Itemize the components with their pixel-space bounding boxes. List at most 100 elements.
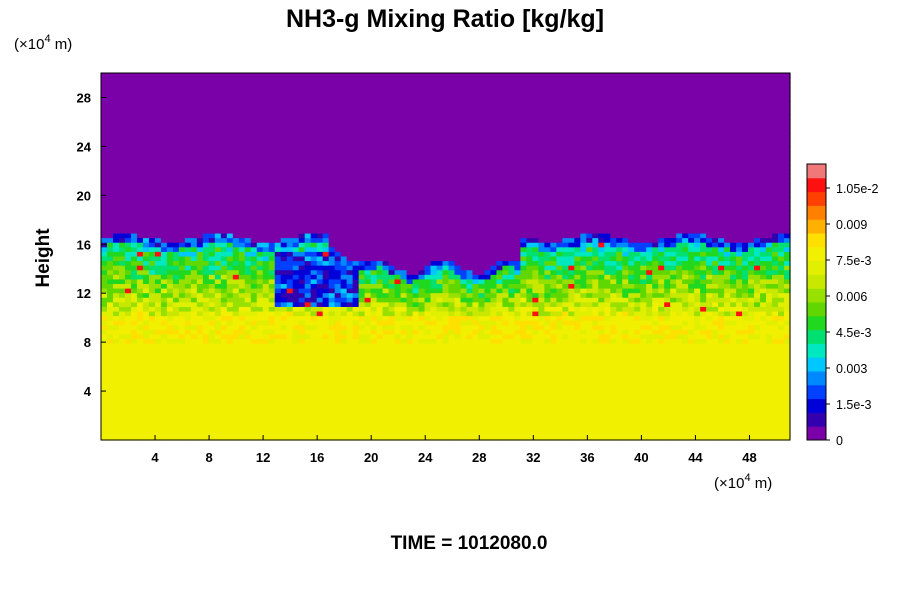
field-cell <box>538 187 545 193</box>
field-cell <box>394 150 402 157</box>
field-cell <box>460 150 468 157</box>
field-cell <box>268 187 276 193</box>
field-cell <box>406 215 414 221</box>
field-cell <box>250 210 258 216</box>
field-cell <box>628 265 635 271</box>
field-cell <box>766 137 773 143</box>
field-cell <box>706 132 713 138</box>
field-cell <box>724 206 731 212</box>
field-cell <box>364 77 372 83</box>
field-cell <box>448 233 456 239</box>
field-cell <box>586 215 593 221</box>
field-cell <box>598 109 605 115</box>
field-cell <box>220 210 228 216</box>
field-cell <box>352 206 360 212</box>
field-cell <box>616 105 623 111</box>
field-cell <box>460 242 468 248</box>
field-cell <box>400 206 408 212</box>
field-cell <box>388 73 396 79</box>
field-cell <box>658 114 665 120</box>
field-cell <box>442 233 450 239</box>
field-cell <box>352 187 360 193</box>
field-cell <box>142 192 150 198</box>
field-cell <box>172 82 180 88</box>
field-cell <box>652 215 659 221</box>
field-cell <box>706 265 713 271</box>
field-cell <box>670 77 677 83</box>
field-cell <box>358 123 366 129</box>
field-cell <box>748 228 755 235</box>
field-cell <box>394 173 402 180</box>
field-cell <box>226 265 234 271</box>
field-cell <box>382 137 390 143</box>
field-cell <box>298 155 306 161</box>
field-cell <box>724 201 731 207</box>
field-cell <box>460 173 468 180</box>
field-cell <box>418 215 426 221</box>
field-cell <box>124 95 132 102</box>
field-cell <box>442 141 450 147</box>
field-cell <box>712 196 719 203</box>
field-cell <box>748 95 755 102</box>
field-cell <box>364 192 372 198</box>
field-cell <box>160 114 168 120</box>
field-cell <box>646 173 653 180</box>
field-cell <box>310 137 318 143</box>
field-cell <box>718 100 725 106</box>
field-cell <box>766 196 773 203</box>
field-cell <box>520 196 527 203</box>
field-cell <box>730 91 737 97</box>
field-cell <box>160 169 168 175</box>
field-cell <box>298 132 306 138</box>
field-cell <box>412 91 420 97</box>
field-cell <box>322 141 330 147</box>
field-cell <box>436 169 444 175</box>
field-cell <box>688 215 695 221</box>
field-cell <box>166 86 174 92</box>
field-cell <box>634 95 641 102</box>
field-cell <box>220 137 228 143</box>
field-cell <box>640 109 647 115</box>
field-cell <box>370 251 378 258</box>
field-cell <box>436 233 444 239</box>
field-cell <box>616 118 623 125</box>
field-cell <box>760 187 767 193</box>
field-cell <box>604 100 611 106</box>
field-cell <box>214 86 222 92</box>
field-cell <box>640 206 647 212</box>
field-cell <box>154 164 162 170</box>
field-cell <box>478 95 486 102</box>
field-cell <box>250 233 258 239</box>
field-cell <box>736 118 743 125</box>
field-cell <box>634 242 641 248</box>
field-cell <box>448 196 456 203</box>
field-cell <box>706 187 713 193</box>
field-cell <box>400 192 408 198</box>
field-cell <box>394 238 402 244</box>
field-cell <box>256 187 264 193</box>
field-cell <box>370 95 378 102</box>
field-cell <box>124 270 132 276</box>
field-cell <box>460 86 468 92</box>
field-cell <box>382 201 390 207</box>
field-cell <box>538 215 545 221</box>
field-cell <box>682 82 689 88</box>
field-cell <box>772 73 779 79</box>
field-cell <box>574 192 581 198</box>
field-cell <box>760 196 767 203</box>
field-cell <box>490 114 498 120</box>
field-cell <box>124 210 132 216</box>
field-cell <box>544 150 551 157</box>
field-cell <box>208 169 216 175</box>
field-cell <box>568 132 575 138</box>
field-cell <box>424 91 432 97</box>
field-cell <box>478 187 486 193</box>
field-cell <box>184 206 192 212</box>
field-cell <box>154 150 162 157</box>
field-cell <box>232 201 240 207</box>
field-cell <box>394 118 402 125</box>
field-cell <box>394 73 402 79</box>
field-cell <box>568 242 575 248</box>
field-cell <box>526 100 533 106</box>
field-cell <box>118 224 126 230</box>
